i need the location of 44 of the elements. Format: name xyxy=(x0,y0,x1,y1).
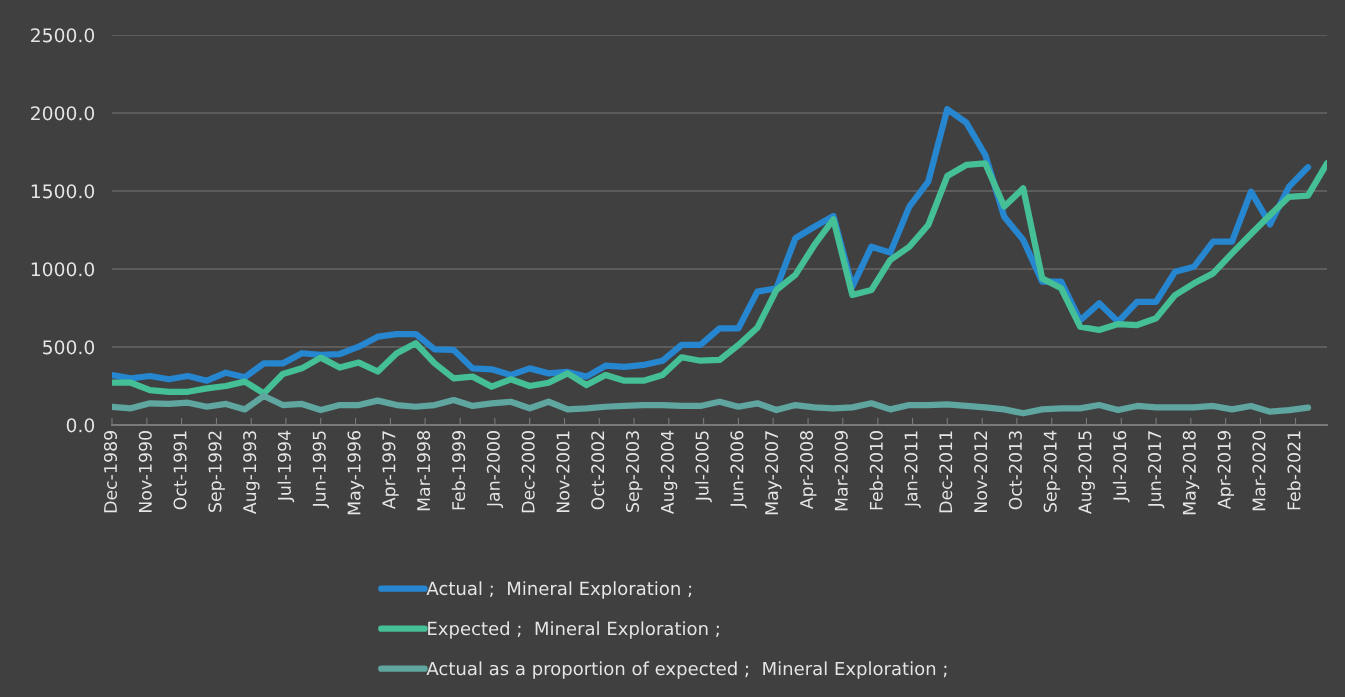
x-tick-label: Apr-1997 xyxy=(382,431,399,510)
x-tick-label: Aug-1993 xyxy=(243,431,260,515)
x-tick-label: Oct-1991 xyxy=(173,431,187,510)
legend-label: Actual as a proportion of expected ; Mineral Exploration ; xyxy=(426,661,947,679)
x-tick-label: May-2018 xyxy=(1182,431,1200,515)
x-tick-label: Jan-2000 xyxy=(486,431,504,508)
x-tick-label: Dec-2011 xyxy=(939,431,953,513)
x-tick-label: Mar-2020 xyxy=(1252,431,1266,511)
x-tick-label: Sep-2003 xyxy=(625,431,643,512)
x-tick-label: Apr-2008 xyxy=(799,431,817,510)
x-tick-label: Jul-1994 xyxy=(277,430,295,503)
x-tick-label: Dec-2000 xyxy=(521,431,535,513)
y-tick-label: 1000.0 xyxy=(31,262,95,277)
x-tick-label: Aug-2004 xyxy=(660,430,678,515)
legend-label: Expected ; Mineral Exploration ; xyxy=(428,621,719,639)
x-tick-label: Nov-2012 xyxy=(974,431,988,513)
x-tick-label: Oct-2002 xyxy=(591,431,605,510)
x-tick-label: Mar-1998 xyxy=(417,431,431,511)
x-tick-label: Oct-2013 xyxy=(1008,431,1022,510)
legend-label: Actual ; Mineral Exploration ; xyxy=(426,581,692,599)
x-tick-label: Jul-2016 xyxy=(1112,430,1130,503)
x-tick-label: Feb-1999 xyxy=(451,431,466,510)
x-tick-label: May-1996 xyxy=(347,430,364,515)
x-tick-label: Mar-2009 xyxy=(834,431,848,511)
x-tick-label: Nov-2001 xyxy=(556,431,570,513)
x-tick-label: Jun-2006 xyxy=(730,430,747,509)
x-tick-label: Jun-1995 xyxy=(312,431,329,509)
x-tick-label: Sep-2014 xyxy=(1043,430,1061,512)
y-tick-label: 500.0 xyxy=(43,340,95,355)
x-tick-label: Feb-2010 xyxy=(869,431,883,510)
y-tick-label: 2000.0 xyxy=(31,106,95,121)
x-tick-label: May-2007 xyxy=(765,431,782,515)
x-tick-label: Jun-2017 xyxy=(1148,431,1165,509)
x-tick-label: Jul-2005 xyxy=(695,431,712,503)
y-tick-label: 1500.0 xyxy=(31,184,95,199)
y-tick-label: 2500.0 xyxy=(31,28,95,43)
x-tick-label: Aug-2015 xyxy=(1078,431,1095,515)
y-tick-label: 0.0 xyxy=(66,418,95,433)
x-tick-label: Apr-2019 xyxy=(1217,431,1235,510)
x-tick-label: Dec-1989 xyxy=(103,431,118,513)
x-tick-label: Feb-2021 xyxy=(1287,431,1301,510)
x-tick-label: Jan-2011 xyxy=(904,431,921,508)
x-tick-label: Nov-1990 xyxy=(138,431,152,513)
x-tick-label: Sep-1992 xyxy=(208,431,225,512)
